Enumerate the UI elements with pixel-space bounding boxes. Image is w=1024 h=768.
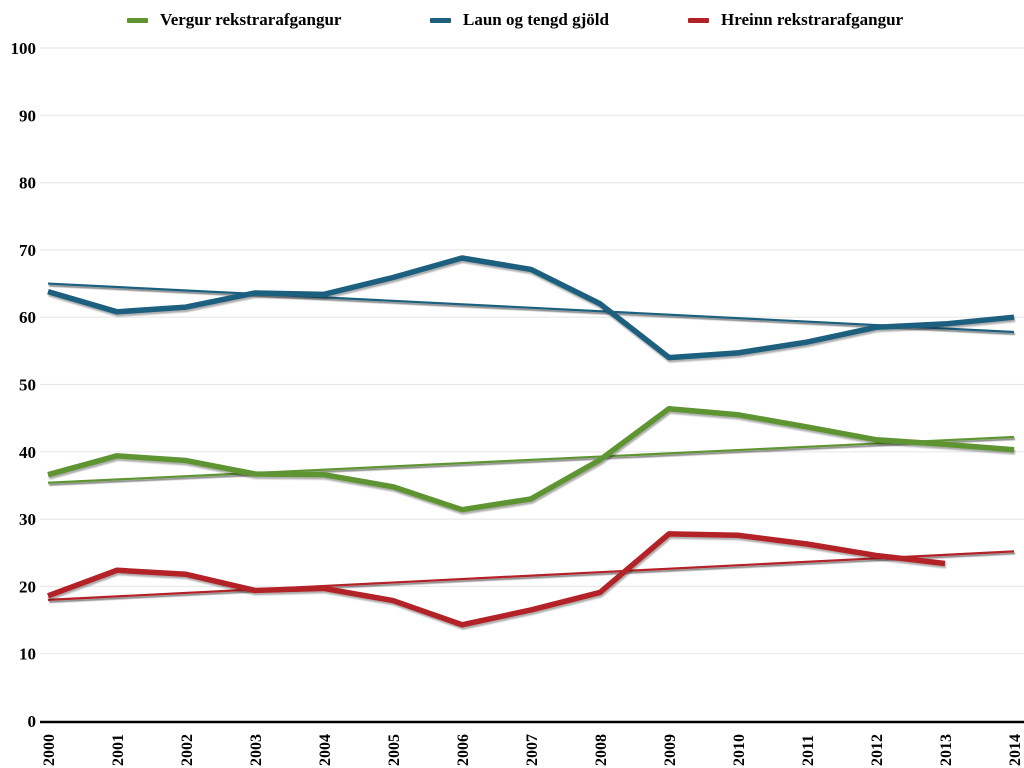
trendline-1 — [47, 282, 1015, 334]
axes: 0 10 20 30 40 50 60 70 80 90 100 2000 2001 2002 2003 20… — [11, 39, 1024, 766]
y-axis-tick-label: 40 — [19, 443, 36, 462]
series-line-2 — [47, 531, 946, 628]
x-axis-tick-label: 2011 — [800, 735, 817, 766]
y-axis-tick-label: 0 — [28, 712, 37, 731]
legend-label: Hreinn rekstrarafgangur — [721, 10, 904, 29]
series-line-1 — [47, 255, 1015, 361]
x-axis-tick-label: 2000 — [41, 734, 58, 766]
y-axis-tick-label: 30 — [19, 510, 36, 529]
y-axis-tick-label: 100 — [11, 39, 37, 58]
series-lines — [47, 255, 1015, 628]
x-axis-tick-label: 2014 — [1007, 734, 1024, 766]
legend: Vergur rekstrarafgangur Laun og tengd gj… — [0, 6, 1024, 34]
x-axis-tick-label: 2001 — [110, 734, 127, 766]
x-axis-tick-label: 2007 — [524, 734, 541, 766]
trendline-0 — [47, 435, 1015, 484]
legend-swatch-green-icon — [127, 17, 148, 23]
y-axis-tick-label: 90 — [19, 106, 36, 125]
legend-swatch-blue-icon — [430, 17, 451, 23]
gridlines — [40, 47, 1024, 655]
series-line-0 — [47, 405, 1015, 513]
x-axis-tick-label: 2010 — [731, 734, 748, 766]
x-axis-tick-label: 2003 — [248, 734, 265, 766]
y-axis-tick-label: 20 — [19, 577, 36, 596]
y-axis-tick-label: 60 — [19, 308, 36, 327]
x-axis-tick-label: 2012 — [869, 734, 886, 766]
x-axis-tick-label: 2002 — [179, 734, 196, 766]
y-axis-tick-label: 50 — [19, 376, 36, 395]
x-axis-tick-label: 2008 — [593, 734, 610, 766]
x-axis-tick-label: 2006 — [455, 734, 472, 766]
x-axis-tick-label: 2013 — [938, 734, 955, 766]
x-axis-tick-label: 2009 — [662, 734, 679, 766]
x-axis-tick-label: 2005 — [386, 734, 403, 766]
legend-swatch-red-icon — [688, 17, 709, 23]
trendline-2 — [47, 550, 1015, 601]
x-axis-tick-label: 2004 — [317, 734, 334, 766]
y-axis-tick-label: 70 — [19, 241, 36, 260]
legend-item-laun-og-tengd-gjold: Laun og tengd gjöld — [430, 6, 609, 34]
legend-item-vergur-rekstrarafgangur: Vergur rekstrarafgangur — [127, 6, 341, 34]
y-axis-tick-label: 10 — [19, 645, 36, 664]
legend-item-hreinn-rekstrarafgangur: Hreinn rekstrarafgangur — [688, 6, 903, 34]
legend-label: Vergur rekstrarafgangur — [160, 10, 342, 29]
y-axis-tick-label: 80 — [19, 174, 36, 193]
legend-label: Laun og tengd gjöld — [463, 10, 609, 29]
